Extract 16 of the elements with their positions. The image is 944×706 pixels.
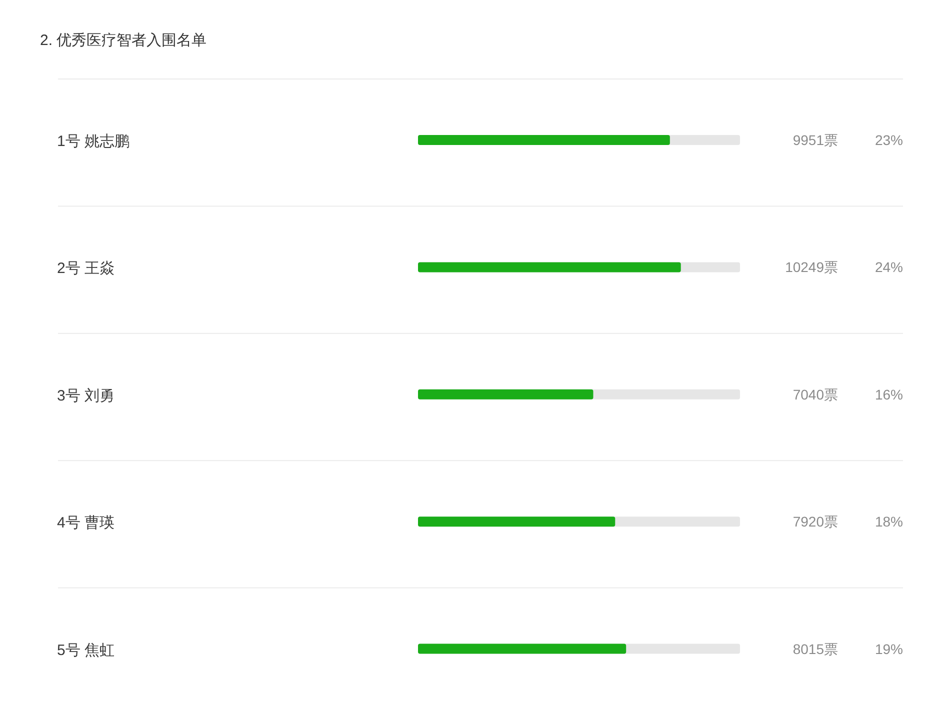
y-tick-label: 5号 焦虹 bbox=[57, 642, 115, 659]
y-tick-label: 2号 王焱 bbox=[57, 260, 115, 278]
y-tick-label: 3号 刘勇 bbox=[57, 387, 115, 404]
data-label: 24% bbox=[874, 259, 903, 276]
data-label: 23% bbox=[874, 132, 903, 148]
data-label: 16% bbox=[874, 386, 903, 402]
text: 7920票 bbox=[792, 514, 838, 530]
text: 2. 优秀医疗智者入围名单 bbox=[40, 32, 207, 49]
data-label: 18% bbox=[874, 514, 903, 530]
data-label: 19% bbox=[874, 640, 903, 657]
text: 8015票 bbox=[792, 640, 838, 657]
y-tick-label: 1号 姚志鹏 bbox=[57, 133, 130, 150]
y-tick-label: 4号 曹瑛 bbox=[57, 514, 115, 532]
text: 7040票 bbox=[792, 386, 838, 402]
text: 10249票 bbox=[785, 259, 838, 276]
text: 9951票 bbox=[792, 132, 838, 148]
